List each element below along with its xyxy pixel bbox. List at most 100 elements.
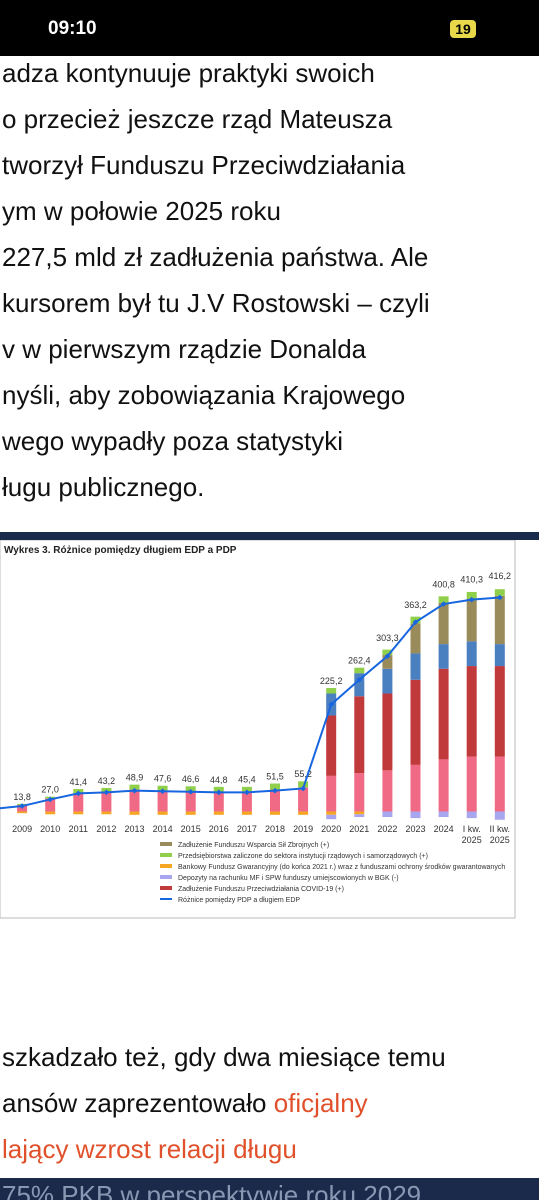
total-label: 416,2 [489, 571, 512, 581]
bar-segment [157, 790, 168, 812]
bar-segment [438, 668, 449, 760]
bar-segment [382, 668, 393, 694]
bar-segment [270, 789, 280, 812]
line-marker [103, 789, 110, 796]
status-bar: 09:10 19 [0, 0, 539, 56]
bar-segment [270, 783, 280, 790]
text-line: 227,5 mld zł zadłużenia państwa. Ale [2, 242, 429, 272]
bar-segment [45, 811, 56, 815]
text-line: tworzył Funduszu Przeciwdziałania [2, 150, 406, 180]
legend-label: Zadłużenie Funduszu Wsparcia Sił Zbrojny… [178, 842, 329, 849]
line-marker [159, 788, 166, 795]
text-line: o przecież jeszcze rząd Mateusza [2, 104, 393, 134]
bar-segment [73, 811, 84, 815]
bar-segment [410, 653, 421, 680]
bar-segment [157, 811, 168, 815]
bar-segment [241, 786, 252, 792]
total-label: 400,8 [432, 580, 455, 590]
bar-segment [410, 764, 421, 812]
total-label: 410,3 [460, 574, 483, 584]
x-tick-label: I kw. 2025 [462, 824, 482, 845]
total-label: 225,2 [320, 676, 343, 686]
bar-segment [494, 811, 505, 820]
x-tick-label: 2020 [321, 824, 341, 834]
link[interactable]: oficjalny [273, 1088, 368, 1118]
bar-segment [354, 814, 365, 818]
bar-segment [157, 785, 168, 791]
bar-segment [382, 770, 393, 812]
text-line: nyśli, aby zobowiązania Krajowego [2, 380, 406, 410]
bar-segment [354, 673, 365, 697]
bar-segment [129, 789, 140, 812]
bar-segment [101, 791, 112, 812]
total-label: 46,6 [182, 774, 200, 784]
bar-segment [298, 787, 309, 812]
text-line: wego wypadły poza statystyki [2, 426, 344, 456]
bar-segment [354, 667, 365, 674]
bar-segment [326, 811, 337, 815]
battery: 19 [450, 20, 476, 38]
bar-segment [494, 644, 505, 667]
total-label: 48,9 [126, 773, 144, 783]
x-tick-label: 2011 [69, 824, 88, 834]
bar-segment [298, 781, 309, 788]
text-line: ym w połowie 2025 roku [2, 196, 281, 226]
legend-label: Zadłużenie Funduszu Przeciwdziałania COV… [178, 886, 344, 893]
line-marker [19, 803, 25, 809]
bar-segment [241, 791, 252, 812]
bar-segment [466, 598, 477, 642]
footer-band: 75% PKB w perspektywie roku 2029 [0, 1178, 539, 1200]
bar-segment [213, 786, 224, 792]
bar-segment [494, 595, 505, 645]
x-tick-label: 2015 [181, 824, 201, 834]
bar-segment [438, 759, 449, 812]
legend-swatch [160, 886, 172, 890]
total-label: 363,2 [404, 600, 427, 610]
bar-segment [241, 811, 252, 815]
bar-segment [326, 688, 337, 694]
total-label: 47,6 [154, 773, 172, 783]
line-marker [300, 785, 306, 792]
bar-segment [382, 693, 393, 771]
legend-label: Przedsiębiorstwa zaliczone do sektora in… [178, 853, 428, 860]
total-label: 41,4 [70, 777, 88, 787]
total-label: 262,4 [348, 655, 371, 665]
x-tick-label: II kw. 2025 [490, 824, 511, 845]
text-line: ansów zaprezentowało oficjalny [2, 1088, 368, 1119]
bar-segment [410, 679, 421, 765]
bar-segment [466, 666, 477, 757]
bar-segment [382, 649, 393, 656]
legend-label: Bankowy Fundusz Gwarancyjny (do końca 20… [178, 864, 505, 871]
line-marker [47, 796, 54, 803]
bar-segment [185, 811, 196, 815]
x-tick-label: 2024 [434, 824, 454, 834]
legend-swatch [160, 842, 172, 846]
chart-title: Wykres 3. Różnice pomiędzy długiem EDP a… [4, 545, 237, 556]
x-tick-label: 2023 [405, 824, 425, 834]
x-tick-label: 2016 [209, 824, 229, 834]
link[interactable]: lający wzrost relacji długu [2, 1134, 297, 1164]
text-line: v w pierwszym rządzie Donalda [2, 334, 367, 364]
bar-segment [494, 589, 505, 596]
text-line: kursorem był tu J.V Rostowski – czyli [2, 288, 430, 318]
bar-segment [129, 784, 140, 790]
label-line: 2025 [462, 835, 482, 845]
x-tick-label: 2012 [96, 824, 116, 834]
bar-segment [410, 623, 421, 654]
text-line: szkadzało też, gdy dwa miesiące temu [2, 1042, 446, 1072]
chart: Wykres 3. Różnice pomiędzy długiem EDP a… [0, 540, 516, 919]
bar-segment [298, 811, 309, 815]
x-tick-label: 2014 [153, 824, 173, 834]
bar-segment [438, 602, 449, 645]
x-tick-label: 2009 [12, 824, 32, 834]
divider [0, 532, 539, 540]
x-tick-label: 2019 [293, 824, 313, 834]
line-marker [215, 789, 222, 796]
x-tick-label: 2021 [349, 824, 369, 834]
bar-segment [354, 696, 365, 774]
label-line: 2025 [490, 835, 510, 845]
legend-swatch [160, 875, 172, 879]
bar-segment [382, 655, 393, 669]
total-label: 44,8 [210, 775, 228, 785]
bar-segment [73, 793, 84, 812]
